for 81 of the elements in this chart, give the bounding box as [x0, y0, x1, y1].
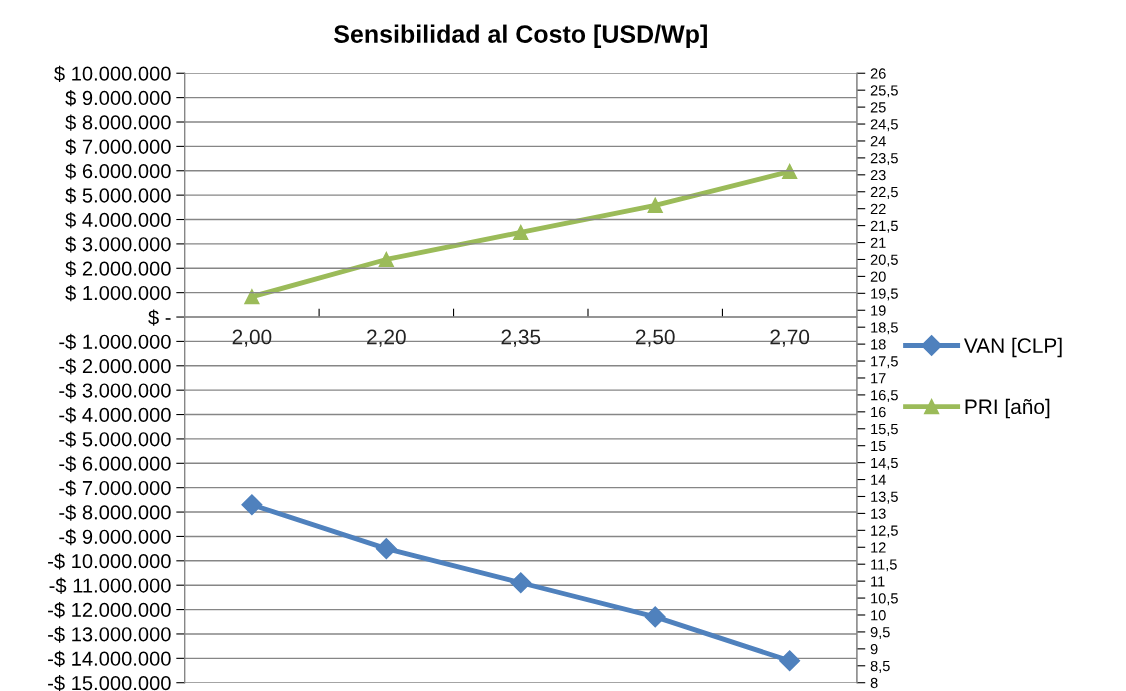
x-tick-label: 2,20 — [367, 329, 406, 347]
legend-label: PRI [año] — [965, 398, 1050, 419]
y2-tick-label: 16,5 — [871, 390, 898, 403]
y2-tick-label: 10 — [871, 610, 886, 621]
point — [378, 251, 394, 268]
y2-tick-label: 22 — [870, 203, 886, 214]
y2-tick-label: 18 — [871, 339, 886, 350]
y2-tick-label: 15 — [871, 440, 886, 452]
y-tick-label: -$ 9.000.000 — [59, 528, 171, 546]
y2-tick-label: 12 — [871, 542, 886, 553]
x-tick-label: 2,35 — [501, 329, 541, 347]
x-tick-label: 2,70 — [770, 329, 810, 347]
y2-tick-label: 24 — [870, 136, 886, 147]
y-tick-label: -$ 8.000.000 — [59, 504, 171, 521]
y2-tick-label: 8,5 — [870, 660, 890, 673]
point — [375, 538, 397, 560]
y-tick-label: -$ 13.000.000 — [48, 626, 171, 643]
point — [647, 197, 663, 213]
y2-tick-label: 18,5 — [871, 322, 898, 335]
y-tick-label: $ 7.000.000 — [65, 138, 171, 156]
y-tick-label: $ - — [148, 309, 171, 326]
y-tick-label: -$ 7.000.000 — [59, 480, 171, 497]
y-tick-label: -$ 11.000.000 — [49, 577, 171, 594]
y2-tick-label: 17 — [871, 373, 886, 384]
y-tick-label: $ 3.000.000 — [65, 236, 171, 253]
y2-tick-label: 11,5 — [871, 559, 897, 572]
point — [644, 606, 666, 628]
y2-tick-label: 17,5 — [871, 356, 898, 369]
y2-tick-label: 13 — [871, 508, 886, 519]
y2-tick-label: 19 — [871, 305, 886, 316]
y-tick-label: $ 9.000.000 — [65, 90, 171, 107]
point — [241, 494, 263, 516]
y-tick-label: $ 8.000.000 — [65, 114, 171, 131]
y-tick-label: -$ 4.000.000 — [59, 406, 171, 424]
y2-tick-label: 15,5 — [871, 424, 898, 436]
y2-tick-label: 19,5 — [871, 288, 898, 301]
y2-tick-label: 10,5 — [871, 593, 898, 606]
y-tick-label: -$ 2.000.000 — [59, 358, 171, 375]
y-tick-label: -$ 12.000.000 — [48, 601, 171, 619]
y-tick-label: -$ 1.000.000 — [59, 333, 171, 351]
y2-tick-label: 23 — [870, 169, 886, 181]
y2-tick-label: 13,5 — [871, 491, 898, 504]
point — [782, 163, 798, 180]
point — [513, 224, 529, 241]
y-tick-label: $ 2.000.000 — [65, 260, 171, 277]
y-tick-label: -$ 14.000.000 — [48, 650, 171, 668]
y2-tick-label: 25,5 — [870, 85, 898, 98]
x-tick-label: 2,00 — [232, 329, 272, 347]
y-tick-label: $ 1.000.000 — [65, 285, 171, 302]
y-tick-label: -$ 15.000.000 — [48, 675, 171, 691]
y2-tick-label: 12,5 — [871, 525, 898, 538]
legend-label: VAN [CLP] — [963, 337, 1062, 358]
y-tick-label: -$ 3.000.000 — [59, 382, 171, 399]
y-tick-label: -$ 6.000.000 — [59, 455, 171, 472]
y2-tick-label: 9 — [870, 643, 878, 655]
point — [779, 650, 801, 672]
y-tick-label: $ 10.000.000 — [54, 65, 171, 82]
y2-tick-label: 25 — [870, 102, 886, 113]
chart-title: Sensibilidad al Costo [USD/Wp] — [334, 24, 707, 48]
y2-tick-label: 14,5 — [871, 457, 898, 470]
y2-tick-label: 21 — [870, 237, 886, 248]
y2-tick-label: 11 — [871, 576, 885, 587]
y-tick-label: $ 4.000.000 — [65, 211, 171, 229]
y-tick-label: -$ 5.000.000 — [59, 431, 171, 448]
y-tick-label: $ 5.000.000 — [65, 187, 171, 204]
point — [244, 289, 260, 305]
y2-tick-label: 8 — [870, 677, 878, 689]
y-tick-label: $ 6.000.000 — [65, 163, 171, 180]
y2-tick-label: 16 — [871, 406, 886, 418]
y2-tick-label: 26 — [870, 68, 886, 79]
y2-tick-label: 22,5 — [870, 186, 898, 199]
point — [510, 572, 532, 594]
y2-tick-label: 23,5 — [870, 152, 898, 166]
y2-tick-label: 24,5 — [870, 119, 898, 132]
y2-tick-label: 21,5 — [870, 220, 898, 233]
y2-tick-label: 20 — [870, 271, 886, 282]
y-tick-label: -$ 10.000.000 — [48, 553, 171, 570]
x-tick-label: 2,50 — [636, 329, 675, 347]
y2-tick-label: 9,5 — [870, 627, 890, 640]
y2-tick-label: 14 — [871, 474, 886, 485]
y2-tick-label: 20,5 — [870, 254, 898, 267]
